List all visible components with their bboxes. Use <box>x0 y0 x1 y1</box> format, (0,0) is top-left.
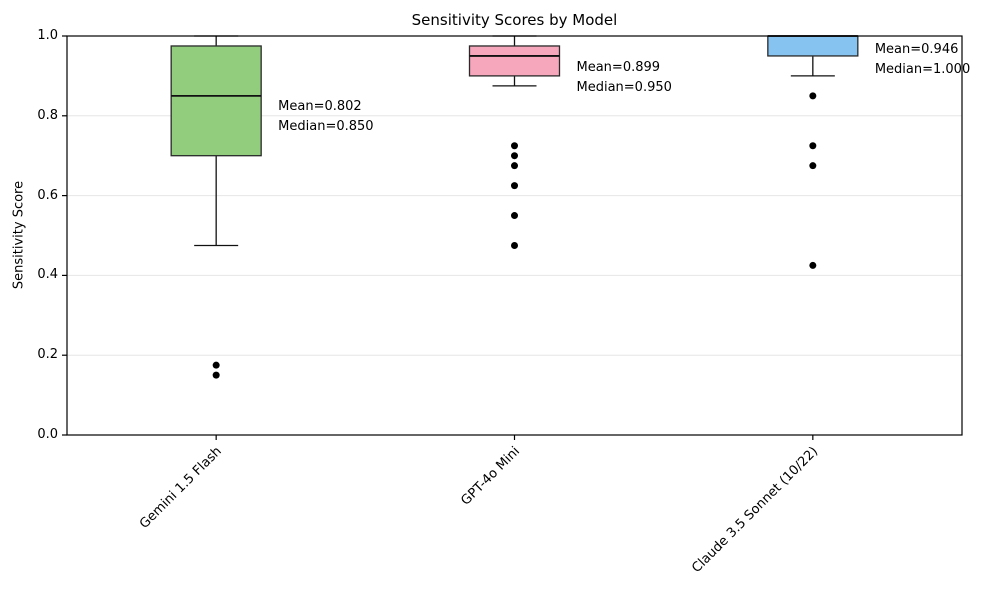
outlier-0-0 <box>212 361 220 369</box>
outlier-1-0 <box>511 142 518 150</box>
y-tick-label-0.2: 0.2 <box>37 347 58 363</box>
outlier-1-5 <box>511 241 518 249</box>
box-2 <box>767 35 859 57</box>
y-tick-label-0.4: 0.4 <box>37 267 58 283</box>
annotation-2-line-1: Median=1.000 <box>874 61 971 77</box>
annotation-0-line-0: Mean=0.802 <box>278 99 362 114</box>
outlier-1-4 <box>511 212 518 220</box>
outlier-1-2 <box>511 162 518 170</box>
y-tick-label-0.8: 0.8 <box>37 107 58 123</box>
annotation-1-line-0: Mean=0.899 <box>576 60 661 76</box>
chart-title: Sensitivity Scores by Model <box>411 11 618 29</box>
box-1 <box>468 45 561 77</box>
outlier-2-3 <box>809 261 817 269</box>
axes-spines <box>66 35 963 436</box>
outlier-0-1 <box>212 371 220 379</box>
outlier-2-2 <box>809 162 817 170</box>
y-tick-label-1.0: 1.0 <box>37 28 58 43</box>
outlier-1-1 <box>511 152 518 160</box>
annotation-1-line-1: Median=0.950 <box>576 80 672 96</box>
annotation-0: Mean=0.802 Median=0.850 <box>278 97 373 137</box>
outlier-2-1 <box>809 142 817 150</box>
outlier-1-3 <box>511 182 518 190</box>
outlier-2-0 <box>809 92 817 100</box>
annotation-2-line-0: Mean=0.946 <box>874 41 959 57</box>
annotation-2: Mean=0.946 Median=1.000 <box>875 40 970 80</box>
annotation-0-line-1: Median=0.850 <box>278 119 374 134</box>
y-tick-label-0.6: 0.6 <box>37 187 58 203</box>
annotation-1: Mean=0.899 Median=0.950 <box>577 58 672 98</box>
y-tick-label-0.0: 0.0 <box>37 427 58 442</box>
box-0 <box>170 45 262 157</box>
